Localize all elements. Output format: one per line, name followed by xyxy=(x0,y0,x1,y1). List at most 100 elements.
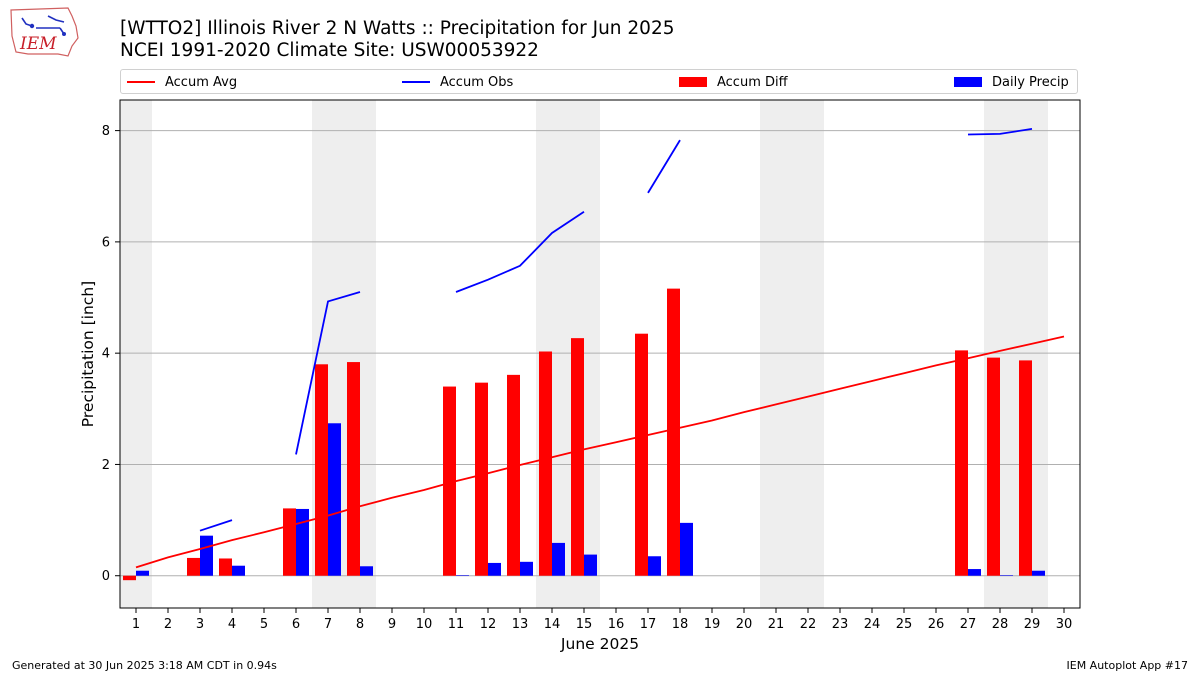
bar-accum-diff-day-15 xyxy=(571,338,584,576)
bar-accum-diff-day-28 xyxy=(987,357,1000,576)
legend-swatch-accum-diff xyxy=(679,77,707,87)
x-tick-label-9: 9 xyxy=(388,617,396,632)
bar-daily-precip-day-6 xyxy=(296,508,309,576)
x-tick-label-1: 1 xyxy=(132,617,140,632)
chart-legend: Accum Avg Accum Obs Accum Diff Daily Pre… xyxy=(120,69,1078,94)
legend-label-accum-obs: Accum Obs xyxy=(440,74,514,90)
y-tick-label-4: 4 xyxy=(102,347,110,362)
bar-daily-precip-day-18 xyxy=(680,522,693,576)
x-tick-label-4: 4 xyxy=(228,617,236,632)
x-tick-label-26: 26 xyxy=(928,617,945,632)
bar-daily-precip-day-8 xyxy=(360,566,373,576)
legend-item-accum-avg: Accum Avg xyxy=(127,73,237,91)
x-tick-label-16: 16 xyxy=(608,617,625,632)
footer-generated: Generated at 30 Jun 2025 3:18 AM CDT in … xyxy=(12,659,277,672)
legend-label-accum-diff: Accum Diff xyxy=(717,74,788,90)
legend-label-accum-avg: Accum Avg xyxy=(165,74,238,90)
x-tick-label-29: 29 xyxy=(1024,617,1041,632)
x-tick-label-22: 22 xyxy=(800,617,817,632)
legend-item-daily-precip: Daily Precip xyxy=(954,73,1069,91)
y-tick-label-8: 8 xyxy=(102,124,110,139)
bar-daily-precip-day-3 xyxy=(200,535,213,576)
weekend-shade-0 xyxy=(120,100,152,608)
bar-daily-precip-day-27 xyxy=(968,569,981,576)
x-tick-label-17: 17 xyxy=(640,617,657,632)
y-axis-label: Precipitation [inch] xyxy=(79,281,97,427)
x-tick-label-30: 30 xyxy=(1056,617,1073,632)
legend-item-accum-obs: Accum Obs xyxy=(402,73,513,91)
y-tick-label-0: 0 xyxy=(102,569,110,584)
plot-frame xyxy=(119,99,1081,609)
bar-daily-precip-day-13 xyxy=(520,561,533,576)
bar-accum-diff-day-29 xyxy=(1019,360,1032,576)
x-tick-label-7: 7 xyxy=(324,617,332,632)
weekend-shade-3 xyxy=(760,100,824,608)
bar-accum-diff-day-14 xyxy=(539,351,552,576)
bar-daily-precip-day-12 xyxy=(488,562,501,576)
x-tick-label-24: 24 xyxy=(864,617,881,632)
bar-accum-diff-day-11 xyxy=(443,386,456,576)
legend-label-daily-precip: Daily Precip xyxy=(992,74,1069,90)
bar-accum-diff-day-18 xyxy=(667,288,680,576)
bar-daily-precip-day-4 xyxy=(232,565,245,576)
x-tick-label-14: 14 xyxy=(544,617,561,632)
x-tick-label-25: 25 xyxy=(896,617,913,632)
x-tick-label-11: 11 xyxy=(448,617,465,632)
bar-daily-precip-day-1 xyxy=(136,570,149,576)
x-tick-label-3: 3 xyxy=(196,617,204,632)
bar-accum-diff-day-6 xyxy=(283,508,296,576)
y-tick-label-2: 2 xyxy=(102,458,110,473)
bar-accum-diff-day-12 xyxy=(475,382,488,576)
iem-logo: IEM xyxy=(8,6,82,60)
line-accum-obs-segment-3 xyxy=(647,139,681,194)
x-tick-label-10: 10 xyxy=(416,617,433,632)
x-tick-label-6: 6 xyxy=(292,617,300,632)
chart-title-line1: [WTTO2] Illinois River 2 N Watts :: Prec… xyxy=(120,18,675,39)
bar-daily-precip-day-28 xyxy=(1000,575,1013,576)
line-accum-avg-segment-0 xyxy=(135,335,1065,569)
bar-accum-diff-day-3 xyxy=(187,557,200,576)
x-tick-label-15: 15 xyxy=(576,617,593,632)
legend-swatch-accum-avg xyxy=(127,81,155,83)
bar-accum-diff-day-7 xyxy=(315,364,328,576)
x-tick-label-8: 8 xyxy=(356,617,364,632)
bar-daily-precip-day-11 xyxy=(456,575,469,576)
chart-title-line2: NCEI 1991-2020 Climate Site: USW00053922 xyxy=(120,40,539,61)
bar-daily-precip-day-7 xyxy=(328,423,341,576)
x-tick-label-13: 13 xyxy=(512,617,529,632)
chart-title: [WTTO2] Illinois River 2 N Watts :: Prec… xyxy=(120,18,675,62)
bar-daily-precip-day-15 xyxy=(584,554,597,576)
iem-logo-graphic xyxy=(10,7,79,57)
x-tick-label-20: 20 xyxy=(736,617,753,632)
x-tick-label-2: 2 xyxy=(164,617,172,632)
iem-logo-text: IEM xyxy=(20,34,57,54)
bar-daily-precip-day-14 xyxy=(552,542,565,576)
x-tick-label-21: 21 xyxy=(768,617,785,632)
x-tick-label-23: 23 xyxy=(832,617,849,632)
x-tick-label-19: 19 xyxy=(704,617,721,632)
bar-daily-precip-day-29 xyxy=(1032,570,1045,576)
x-axis-label: June 2025 xyxy=(560,635,639,653)
x-tick-label-12: 12 xyxy=(480,617,497,632)
bar-accum-diff-day-4 xyxy=(219,558,232,576)
line-accum-obs-segment-0 xyxy=(199,519,233,532)
legend-swatch-accum-obs xyxy=(402,81,430,83)
bar-accum-diff-day-1 xyxy=(123,575,136,581)
x-tick-label-27: 27 xyxy=(960,617,977,632)
bar-accum-diff-day-8 xyxy=(347,362,360,576)
line-accum-obs-segment-1 xyxy=(295,291,361,455)
legend-swatch-daily-precip xyxy=(954,77,982,87)
line-accum-obs-segment-2 xyxy=(455,211,585,293)
bar-accum-diff-day-13 xyxy=(507,374,520,576)
x-tick-label-18: 18 xyxy=(672,617,689,632)
bar-accum-diff-day-27 xyxy=(955,350,968,576)
legend-item-accum-diff: Accum Diff xyxy=(679,73,788,91)
bar-daily-precip-day-17 xyxy=(648,556,661,576)
line-accum-obs-segment-4 xyxy=(967,128,1033,136)
x-tick-label-5: 5 xyxy=(260,617,268,632)
x-tick-label-28: 28 xyxy=(992,617,1009,632)
y-tick-label-6: 6 xyxy=(102,235,110,250)
bar-accum-diff-day-17 xyxy=(635,333,648,576)
footer-app: IEM Autoplot App #17 xyxy=(1066,659,1189,672)
